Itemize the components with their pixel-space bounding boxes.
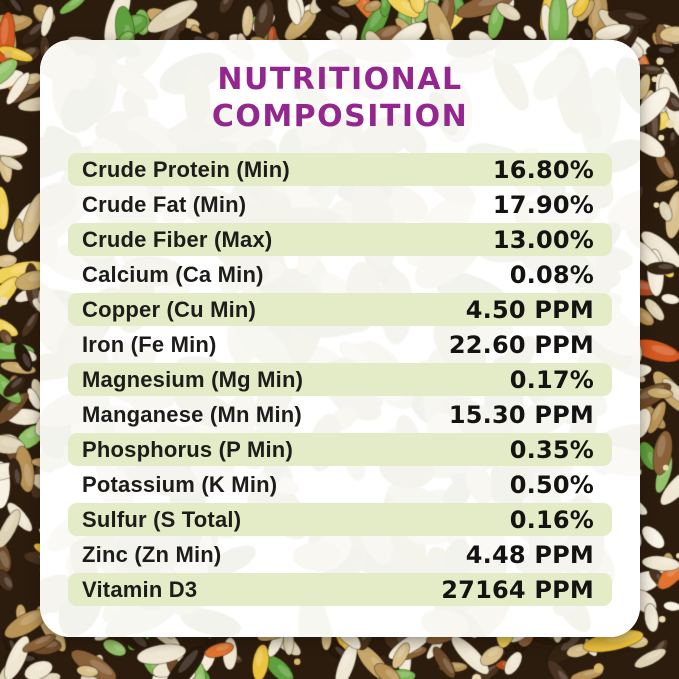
table-row: Crude Fat (Min) 17.90% [68, 188, 612, 221]
title-line-2: COMPOSITION [211, 99, 469, 134]
card-content: NUTRITIONAL COMPOSITION Crude Protein (Mi… [40, 40, 640, 637]
nutrient-value: 4.48 PPM [465, 540, 594, 569]
nutrient-value: 16.80% [492, 155, 594, 184]
page-title: NUTRITIONAL COMPOSITION [40, 61, 640, 135]
nutrient-value: 4.50 PPM [465, 295, 594, 324]
nutrient-label: Zinc (Zn Min) [82, 541, 222, 567]
table-row: Crude Fiber (Max) 13.00% [68, 223, 612, 256]
nutrient-label: Crude Fat (Min) [82, 191, 247, 217]
nutrient-value: 0.17% [509, 365, 594, 394]
nutrient-label: Copper (Cu Min) [82, 296, 257, 322]
nutrient-value: 17.90% [492, 190, 594, 219]
table-row: Calcium (Ca Min) 0.08% [68, 258, 612, 291]
nutrient-label: Crude Fiber (Max) [82, 226, 273, 252]
nutrient-value: 27164 PPM [441, 575, 594, 604]
nutrient-value: 0.08% [509, 260, 594, 289]
table-row: Manganese (Mn Min) 15.30 PPM [68, 398, 612, 431]
nutrient-label: Calcium (Ca Min) [82, 261, 264, 287]
nutrient-label: Manganese (Mn Min) [82, 401, 302, 427]
nutrient-value: 22.60 PPM [448, 330, 594, 359]
nutrition-table: Crude Protein (Min) 16.80% Crude Fat (Mi… [68, 153, 612, 608]
nutrient-label: Phosphorus (P Min) [82, 436, 293, 462]
nutrient-value: 13.00% [492, 225, 594, 254]
nutrient-label: Crude Protein (Min) [82, 156, 290, 182]
nutrient-label: Iron (Fe Min) [82, 331, 217, 357]
table-row: Iron (Fe Min) 22.60 PPM [68, 328, 612, 361]
table-row: Zinc (Zn Min) 4.48 PPM [68, 538, 612, 571]
nutrient-label: Potassium (K Min) [82, 471, 278, 497]
nutrient-value: 0.16% [509, 505, 594, 534]
nutrient-label: Sulfur (S Total) [82, 506, 242, 532]
card-watermark-texture [40, 40, 640, 637]
nutrition-card: NUTRITIONAL COMPOSITION Crude Protein (Mi… [40, 40, 640, 637]
title-line-1: NUTRITIONAL [217, 62, 463, 97]
table-row: Copper (Cu Min) 4.50 PPM [68, 293, 612, 326]
nutrient-value: 0.50% [509, 470, 594, 499]
table-row: Crude Protein (Min) 16.80% [68, 153, 612, 186]
nutrient-value: 15.30 PPM [448, 400, 594, 429]
nutrient-label: Magnesium (Mg Min) [82, 366, 304, 392]
table-row: Sulfur (S Total) 0.16% [68, 503, 612, 536]
table-row: Potassium (K Min) 0.50% [68, 468, 612, 501]
nutrient-label: Vitamin D3 [82, 576, 198, 602]
table-row: Vitamin D3 27164 PPM [68, 573, 612, 606]
table-row: Phosphorus (P Min) 0.35% [68, 433, 612, 466]
table-row: Magnesium (Mg Min) 0.17% [68, 363, 612, 396]
nutrient-value: 0.35% [509, 435, 594, 464]
